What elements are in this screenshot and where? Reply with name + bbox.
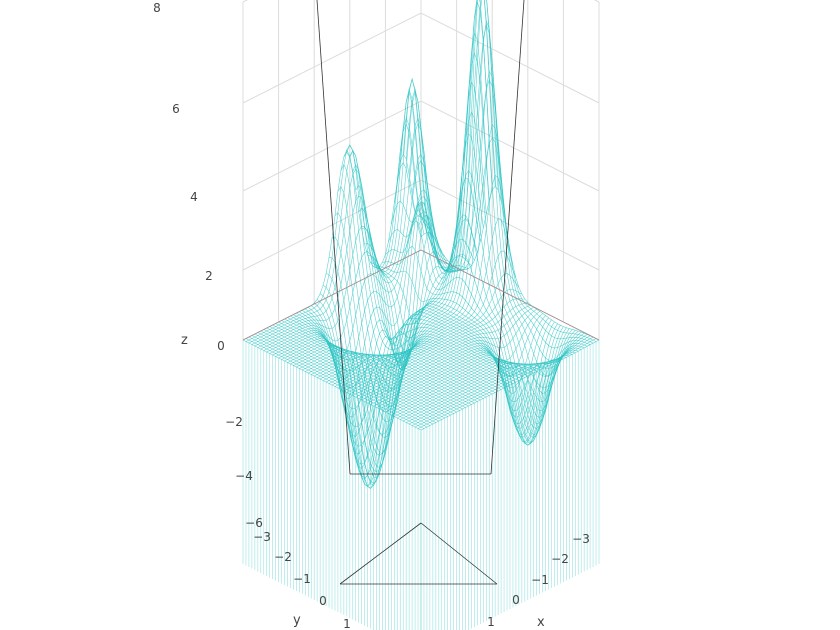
z-tick-label: −2 — [225, 415, 243, 429]
x-axis-ticks: −3−2−1 0 1 — [487, 532, 590, 629]
y-tick-label: −3 — [253, 530, 271, 544]
y-tick-label: 1 — [343, 617, 351, 630]
z-tick-label: 8 — [153, 1, 161, 15]
y-axis-ticks: −3−2−1 0 1 — [253, 530, 351, 630]
z-tick-label: 4 — [190, 190, 198, 204]
box-edges — [242, 0, 600, 585]
surface-wireframe — [242, 0, 600, 630]
y-tick-label: −2 — [274, 550, 292, 564]
x-axis-title: x — [537, 615, 545, 630]
z-axis-title: z — [181, 333, 188, 348]
z-tick-label: −4 — [235, 469, 253, 483]
x-tick-label: 1 — [487, 615, 495, 629]
z-tick-label: 0 — [217, 339, 225, 353]
x-tick-label: 0 — [512, 593, 520, 607]
y-tick-label: 0 — [319, 594, 327, 608]
z-tick-label: 6 — [172, 102, 180, 116]
x-tick-label: −3 — [572, 532, 590, 546]
axis-gridlines — [242, 0, 600, 341]
y-tick-label: −1 — [293, 572, 311, 586]
z-tick-label: 2 — [205, 269, 213, 283]
x-tick-label: −1 — [531, 573, 549, 587]
z-axis-ticks: 8 6 4 2 0 −2 −4 −6 — [153, 1, 263, 530]
y-axis-title: y — [293, 613, 301, 628]
z-tick-label: −6 — [245, 516, 263, 530]
x-tick-label: −2 — [551, 552, 569, 566]
